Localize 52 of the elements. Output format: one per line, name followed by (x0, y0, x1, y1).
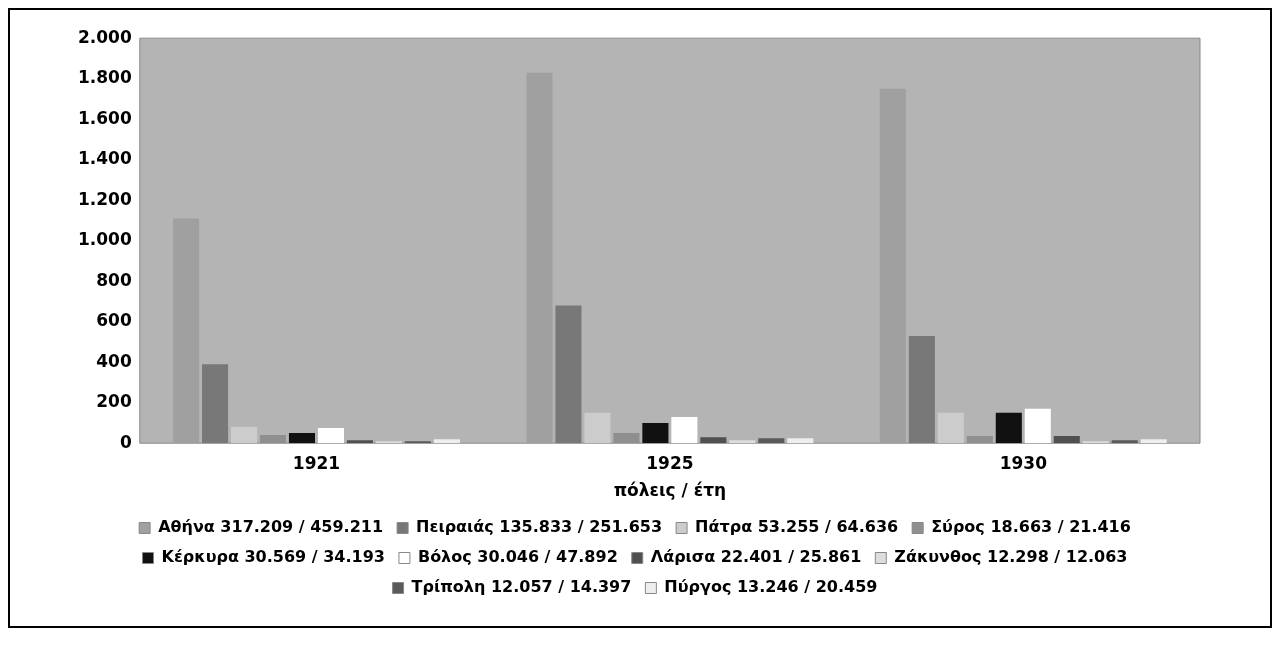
bar (642, 422, 669, 444)
legend-label: Τρίπολη 12.057 / 14.397 (411, 577, 632, 597)
legend-label: Πάτρα 53.255 / 64.636 (695, 517, 899, 537)
bar (787, 438, 814, 444)
x-tick-label: 1925 (646, 452, 694, 473)
legend-label: Πύργος 13.246 / 20.459 (664, 577, 878, 597)
bar (908, 335, 935, 444)
bar (937, 412, 964, 444)
y-tick-label: 1.800 (77, 67, 132, 88)
bar (995, 412, 1022, 444)
bar (879, 88, 906, 444)
legend-label: Λάρισα 22.401 / 25.861 (650, 547, 862, 567)
bar (346, 440, 373, 444)
bar (317, 428, 345, 444)
bar (526, 72, 553, 444)
x-tick-label: 1921 (292, 452, 341, 473)
bar (202, 364, 229, 444)
legend-label: Κέρκυρα 30.569 / 34.193 (161, 547, 385, 567)
legend-label: Ζάκυνθος 12.298 / 12.063 (894, 547, 1128, 567)
bar (1111, 440, 1138, 444)
bar (404, 441, 431, 444)
bar (433, 439, 460, 444)
y-tick-label: 1.600 (77, 107, 132, 128)
bar (173, 218, 200, 444)
y-tick-label: 200 (96, 391, 132, 412)
bar (1024, 408, 1051, 444)
x-axis-title: πόλεις / έτη (613, 480, 727, 501)
legend-label: Βόλος 30.046 / 47.892 (417, 547, 618, 567)
bar (758, 438, 785, 444)
y-tick-label: 1.200 (77, 188, 132, 209)
bar (288, 433, 316, 444)
bar (555, 305, 582, 444)
y-tick-label: 1.400 (77, 148, 132, 169)
bar (1053, 436, 1080, 444)
y-tick-label: 400 (96, 350, 132, 371)
y-tick-label: 2.000 (77, 26, 132, 47)
legend-label: Αθήνα 317.209 / 459.211 (158, 517, 384, 537)
y-tick-label: 0 (119, 431, 132, 452)
bar (230, 427, 258, 444)
bar (729, 440, 756, 444)
x-tick-label: 1930 (999, 452, 1048, 473)
y-tick-label: 1.000 (77, 229, 132, 250)
y-tick-label: 600 (96, 310, 132, 331)
bar (584, 412, 611, 444)
legend-label: Πειραιάς 135.833 / 251.653 (416, 517, 663, 537)
bar (1140, 439, 1167, 444)
bar (1082, 441, 1109, 444)
bar (671, 416, 698, 444)
y-tick-label: 800 (96, 269, 132, 290)
bar (375, 441, 402, 444)
bar (700, 437, 727, 444)
legend-label: Σύρος 18.663 / 21.416 (931, 517, 1131, 537)
